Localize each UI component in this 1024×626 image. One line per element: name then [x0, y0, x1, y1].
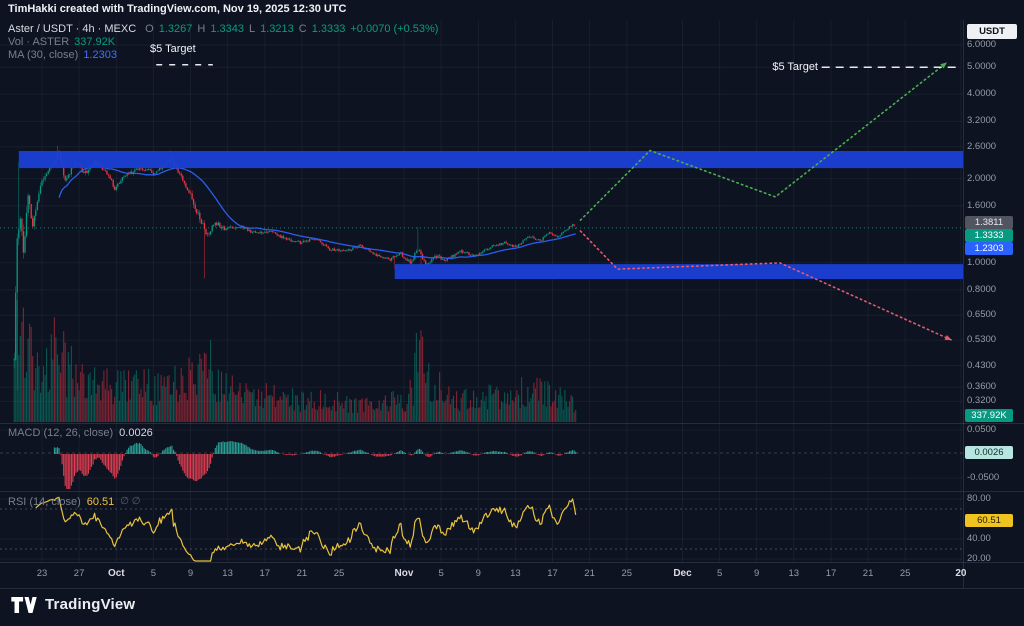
ma-value-badge: 1.2303: [965, 242, 1013, 255]
price-change: +0.0070 (+0.53%): [350, 23, 439, 35]
tradingview-logo-icon[interactable]: [11, 596, 38, 613]
rsi-label: RSI (14, close): [8, 496, 81, 508]
macd-label: MACD (12, 26, close): [8, 427, 114, 439]
target-annotation-right[interactable]: $5 Target: [772, 61, 818, 73]
high-label: H: [197, 23, 206, 35]
hidden-args-icon: ∅ ∅: [120, 496, 141, 507]
ma-label: MA (30, close): [8, 49, 79, 61]
low-label: L: [248, 23, 256, 35]
volume-value: 337.92K: [74, 36, 116, 48]
open-label: O: [145, 23, 154, 35]
rsi-value-badge: 60.51: [965, 514, 1013, 527]
volume-label: Vol · ASTER: [8, 36, 70, 48]
close-value: 1.3333: [311, 23, 346, 35]
attribution-text: TimHakki created with TradingView.com, N…: [8, 3, 347, 15]
low-value: 1.3213: [260, 23, 294, 35]
symbol-legend[interactable]: Aster / USDT · 4h · MEXC O 1.3267 H 1.3343…: [8, 23, 438, 36]
chart-legend: Aster / USDT · 4h · MEXC O 1.3267 H 1.3343…: [8, 23, 438, 62]
ma-legend[interactable]: MA (30, close) 1.2303: [8, 49, 438, 62]
high-value: 1.3343: [210, 23, 244, 35]
tradingview-logo-text[interactable]: TradingView: [45, 596, 136, 613]
bar-high-badge: 1.3811: [965, 216, 1013, 229]
close-label: C: [298, 23, 307, 35]
target-annotation-left[interactable]: $5 Target: [150, 43, 196, 55]
footer: TradingView: [11, 596, 135, 613]
macd-value: 0.0026: [119, 427, 153, 439]
volume-legend[interactable]: Vol · ASTER 337.92K: [8, 36, 438, 49]
volume-badge: 337.92K: [965, 409, 1013, 422]
open-value: 1.3267: [158, 23, 193, 35]
rsi-legend[interactable]: RSI (14, close) 60.51 ∅ ∅: [8, 496, 140, 508]
currency-toggle-button[interactable]: USDT: [967, 24, 1017, 39]
macd-value-badge: 0.0026: [965, 446, 1013, 459]
last-price-badge: 1.3333: [965, 229, 1013, 242]
symbol-title: Aster / USDT · 4h · MEXC: [8, 23, 137, 35]
macd-legend[interactable]: MACD (12, 26, close) 0.0026: [8, 427, 153, 439]
rsi-value: 60.51: [86, 496, 115, 508]
ma-value: 1.2303: [83, 49, 117, 61]
